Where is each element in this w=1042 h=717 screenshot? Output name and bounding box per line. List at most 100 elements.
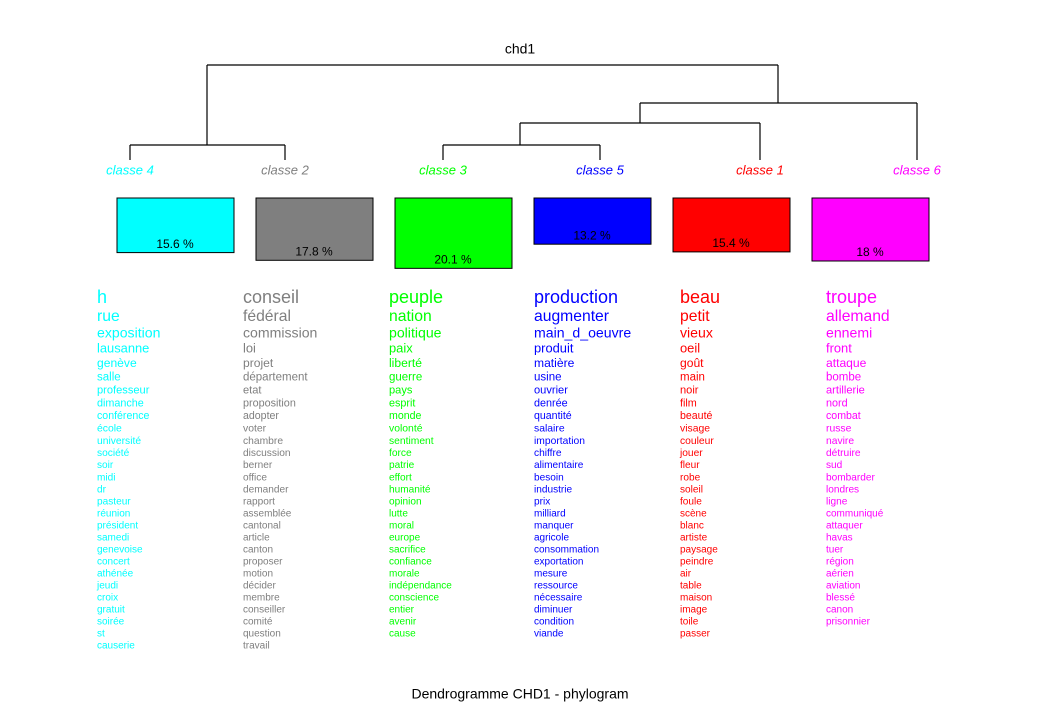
word: matière: [534, 356, 575, 370]
word: cantonal: [243, 521, 281, 532]
word: conférence: [97, 410, 150, 422]
value-label: 17.8 %: [295, 244, 333, 258]
word: membre: [243, 593, 280, 604]
word: morale: [389, 569, 420, 580]
word: humanité: [389, 484, 431, 495]
word: film: [680, 398, 697, 410]
word: navire: [826, 436, 854, 447]
word: h: [97, 287, 107, 307]
word: université: [97, 436, 141, 447]
word: genevoise: [97, 545, 143, 556]
class-label: classe 4: [106, 162, 154, 177]
word: exportation: [534, 557, 583, 568]
word: école: [97, 424, 122, 435]
word: visage: [680, 424, 710, 435]
dendrogram-tree: [129, 64, 918, 160]
word: production: [534, 287, 618, 307]
class-box: [255, 197, 374, 261]
word: cause: [389, 629, 416, 640]
word: soirée: [97, 617, 125, 628]
word: tuer: [826, 545, 844, 556]
word: vieux: [680, 324, 713, 340]
word: politique: [389, 324, 442, 340]
word: patrie: [389, 460, 415, 471]
word: esprit: [389, 398, 415, 410]
word: troupe: [826, 287, 877, 307]
word: moral: [389, 521, 414, 532]
word: europe: [389, 533, 421, 544]
class-label: classe 2: [261, 162, 309, 177]
word: prix: [534, 496, 550, 507]
word: front: [826, 341, 852, 356]
word: proposer: [243, 557, 283, 568]
word: noir: [680, 385, 699, 397]
word: lutte: [389, 509, 408, 520]
word: table: [680, 581, 702, 592]
word: professeur: [97, 385, 150, 397]
word: confiance: [389, 557, 432, 568]
word: chiffre: [534, 448, 562, 459]
word: beauté: [680, 410, 713, 422]
word: athénée: [97, 569, 134, 580]
word: salle: [97, 371, 121, 383]
word: ressource: [534, 581, 578, 592]
word: denrée: [534, 398, 568, 410]
word: allemand: [826, 308, 890, 325]
value-label: 15.6 %: [156, 237, 194, 251]
word: rue: [97, 308, 120, 325]
word: pasteur: [97, 496, 131, 507]
chart-caption: Dendrogramme CHD1 - phylogram: [411, 686, 628, 702]
word: jeudi: [96, 581, 118, 592]
word: liberté: [389, 356, 422, 370]
word: nord: [826, 398, 848, 410]
word: sentiment: [389, 436, 434, 447]
class-label: classe 3: [419, 162, 467, 177]
word: nation: [389, 308, 432, 325]
class-box: [116, 197, 235, 254]
word: décider: [243, 581, 276, 592]
class-label: classe 6: [893, 162, 941, 177]
word: force: [389, 448, 412, 459]
word: manquer: [534, 521, 574, 532]
value-label: 13.2 %: [573, 228, 611, 242]
word: question: [243, 629, 281, 640]
word: blessé: [826, 593, 855, 604]
word: besoin: [534, 472, 564, 483]
class-box: [811, 197, 930, 262]
word: toile: [680, 617, 699, 628]
word: entier: [389, 605, 415, 616]
word: nécessaire: [534, 593, 583, 604]
word: commission: [243, 324, 317, 340]
word: canton: [243, 545, 273, 556]
word: samedi: [97, 533, 129, 544]
word: passer: [680, 629, 711, 640]
word: industrie: [534, 484, 573, 495]
word: midi: [97, 472, 116, 483]
word: fleur: [680, 460, 700, 471]
word: volonté: [389, 424, 423, 435]
word: air: [680, 569, 692, 580]
word: réunion: [97, 509, 130, 520]
word: projet: [243, 356, 274, 370]
class-box: [533, 197, 652, 245]
class-label: classe 5: [576, 162, 624, 177]
word: soir: [97, 460, 114, 471]
word: opinion: [389, 496, 422, 507]
word: rapport: [243, 496, 275, 507]
word: paix: [389, 341, 413, 356]
word: main: [680, 371, 705, 383]
word: avenir: [389, 617, 417, 628]
word: quantité: [534, 410, 572, 422]
word: attaquer: [826, 521, 863, 532]
word: image: [680, 605, 708, 616]
word: mesure: [534, 569, 568, 580]
word: soleil: [680, 484, 703, 495]
word: petit: [680, 308, 710, 325]
word: scène: [680, 509, 707, 520]
word: sud: [826, 460, 842, 471]
word: guerre: [389, 371, 422, 383]
word: dimanche: [97, 398, 144, 410]
word: canon: [826, 605, 853, 616]
